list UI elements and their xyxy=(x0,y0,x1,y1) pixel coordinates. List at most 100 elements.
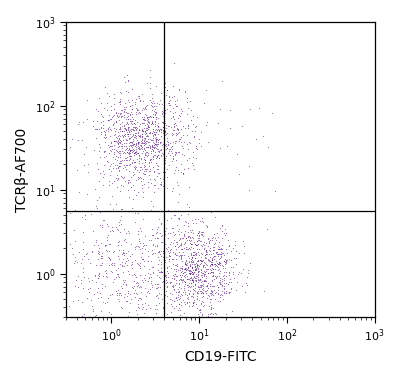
Point xyxy=(207,270,214,276)
Point xyxy=(130,147,137,153)
Point xyxy=(197,290,204,296)
Point xyxy=(152,127,158,133)
Point xyxy=(214,298,221,304)
Point xyxy=(143,140,149,146)
Point xyxy=(161,141,167,147)
Point xyxy=(131,164,138,170)
Point xyxy=(142,157,148,163)
Point xyxy=(224,143,230,149)
Point xyxy=(128,174,134,180)
Point xyxy=(171,124,177,130)
Point xyxy=(226,257,232,263)
Point xyxy=(204,266,211,272)
Point xyxy=(100,299,106,305)
Point xyxy=(108,148,114,154)
Point xyxy=(126,153,132,159)
Point xyxy=(182,240,188,246)
Point xyxy=(196,229,202,235)
Point xyxy=(177,295,183,301)
Point xyxy=(187,268,194,274)
Point xyxy=(135,106,142,113)
Point xyxy=(162,141,169,147)
Point xyxy=(216,261,222,267)
Point xyxy=(216,322,222,328)
Point xyxy=(145,118,151,124)
Point xyxy=(138,140,144,146)
Point xyxy=(149,103,155,109)
Point xyxy=(107,126,113,132)
Point xyxy=(194,295,200,301)
Point xyxy=(245,270,251,276)
Point xyxy=(180,171,187,177)
Point xyxy=(178,106,184,112)
Point xyxy=(214,282,220,288)
Point xyxy=(197,276,203,282)
Point xyxy=(169,150,176,157)
Point xyxy=(214,230,220,236)
Point xyxy=(110,247,117,254)
Point xyxy=(190,230,197,236)
Point xyxy=(215,253,221,259)
Point xyxy=(159,101,165,107)
Point xyxy=(129,159,135,165)
Point xyxy=(154,267,161,273)
Point xyxy=(114,144,121,150)
Point xyxy=(67,210,73,216)
Point xyxy=(123,121,129,127)
Point xyxy=(140,256,146,262)
Point xyxy=(196,252,203,258)
Point xyxy=(200,302,207,308)
Point xyxy=(172,250,178,256)
Point xyxy=(168,144,174,150)
Point xyxy=(192,266,198,272)
Point xyxy=(149,139,156,145)
Point xyxy=(187,240,193,246)
Point xyxy=(124,146,131,152)
Point xyxy=(142,131,148,137)
Point xyxy=(216,277,223,283)
Point xyxy=(139,126,145,132)
Point xyxy=(72,254,79,260)
Point xyxy=(203,290,209,296)
Point xyxy=(171,305,178,311)
Point xyxy=(146,114,152,121)
Point xyxy=(145,258,152,264)
Point xyxy=(230,269,236,276)
Point xyxy=(98,253,105,259)
Point xyxy=(198,283,204,289)
Point xyxy=(96,126,102,132)
Point xyxy=(116,148,122,154)
Point xyxy=(112,161,118,168)
Point xyxy=(141,258,148,265)
Point xyxy=(148,264,155,270)
Point xyxy=(189,277,196,283)
Point xyxy=(151,108,157,114)
Point xyxy=(108,139,114,145)
Point xyxy=(158,182,164,188)
Point xyxy=(133,124,139,130)
Point xyxy=(148,274,154,280)
Point xyxy=(138,144,145,150)
Point xyxy=(223,288,230,294)
Point xyxy=(215,246,222,252)
Point xyxy=(119,305,126,311)
Point xyxy=(176,117,183,124)
Point xyxy=(189,277,195,283)
Point xyxy=(188,269,195,275)
Point xyxy=(158,139,164,145)
Point xyxy=(188,280,194,286)
Point xyxy=(159,296,165,302)
Point xyxy=(184,284,191,290)
Point xyxy=(142,157,148,163)
Point xyxy=(198,274,205,280)
Point xyxy=(177,252,184,258)
Point xyxy=(100,105,107,111)
Point xyxy=(209,258,216,265)
Point xyxy=(114,290,120,296)
Point xyxy=(180,297,186,303)
Point xyxy=(173,122,180,128)
Point xyxy=(115,138,122,144)
Point xyxy=(160,277,166,283)
Point xyxy=(118,110,124,116)
Point xyxy=(171,60,177,66)
